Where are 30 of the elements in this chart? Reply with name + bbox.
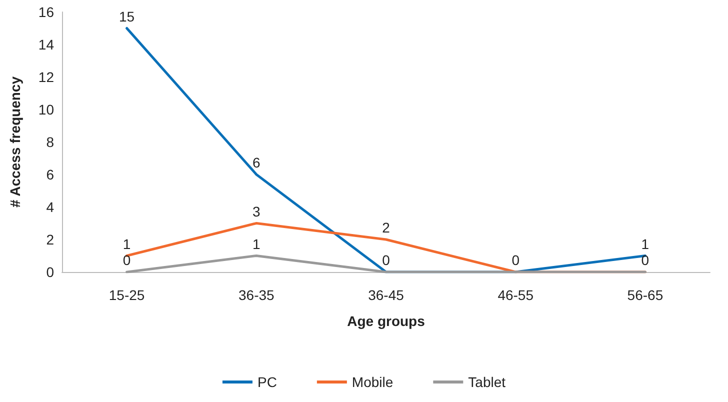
- legend-label: Mobile: [352, 374, 394, 390]
- legend-label: PC: [257, 374, 277, 390]
- x-tick-label: 36-35: [238, 287, 275, 303]
- y-tick-label: 12: [38, 69, 54, 85]
- y-tick-label: 0: [46, 264, 54, 280]
- data-label: 1: [122, 236, 131, 252]
- y-tick-label: 10: [38, 102, 54, 118]
- data-label: 6: [252, 154, 260, 170]
- y-tick-label: 2: [46, 232, 54, 248]
- y-tick-label: 6: [46, 166, 54, 182]
- x-tick-label: 46-55: [498, 287, 534, 303]
- data-label: 3: [252, 203, 260, 220]
- y-tick-label: 14: [38, 36, 54, 52]
- data-label: 2: [382, 220, 390, 236]
- data-label: 15: [119, 8, 135, 24]
- data-label: 0: [641, 252, 650, 268]
- x-tick-label: 56-65: [627, 287, 664, 303]
- y-tick-label: 4: [46, 199, 54, 215]
- data-label: 0: [512, 252, 520, 268]
- data-label: 1: [252, 236, 260, 252]
- y-axis-title: # Access frequency: [7, 76, 23, 208]
- x-tick-label: 36-45: [368, 287, 404, 303]
- x-tick-label: 15-25: [108, 287, 145, 303]
- y-tick-label: 16: [38, 4, 54, 20]
- y-tick-label: 8: [46, 134, 54, 150]
- data-label: 0: [382, 252, 390, 268]
- data-label: 1: [641, 236, 650, 252]
- x-axis-title: Age groups: [347, 313, 426, 329]
- legend-label: Tablet: [468, 374, 506, 390]
- data-label: 0: [122, 252, 131, 268]
